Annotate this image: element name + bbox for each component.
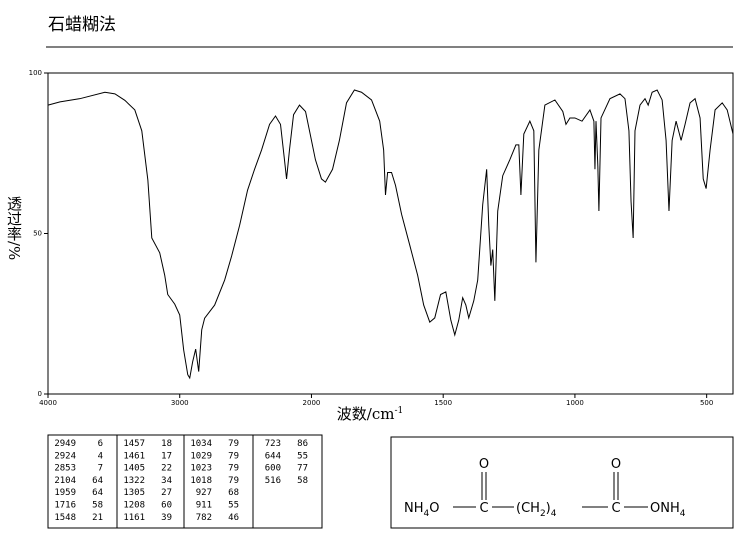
spectrum-line	[47, 89, 734, 380]
peak-transmittance: 55	[297, 451, 308, 461]
atom: C	[611, 501, 620, 516]
peak-wavenumber: 1161	[123, 513, 145, 523]
peak-transmittance: 4	[98, 451, 103, 461]
peak-transmittance: 64	[92, 488, 103, 498]
x-tick-label: 3000	[171, 399, 189, 407]
y-axis-label: 透过率/%	[5, 196, 23, 261]
structure: O O NH4O C (CH2)4 C ONH4	[404, 457, 686, 519]
chart-title: 石蜡糊法	[48, 15, 116, 35]
peak-transmittance: 68	[228, 488, 239, 498]
peak-wavenumber: 723	[265, 439, 281, 449]
atom: ONH	[650, 501, 680, 516]
peak-wavenumber: 1322	[123, 476, 145, 486]
peak-wavenumber: 911	[196, 501, 212, 511]
peak-wavenumber: 1018	[190, 476, 212, 486]
peak-transmittance: 34	[161, 476, 172, 486]
peak-wavenumber: 2853	[54, 464, 76, 474]
x-tick-label: 2000	[303, 399, 321, 407]
peak-wavenumber: 644	[265, 451, 281, 461]
peak-wavenumber: 1548	[54, 513, 76, 523]
peak-wavenumber: 1208	[123, 501, 145, 511]
y-tick-label: 50	[33, 230, 42, 238]
y-tick-label: 100	[29, 69, 42, 77]
peak-transmittance: 79	[228, 476, 239, 486]
x-tick-label: 4000	[39, 399, 57, 407]
y-tick-label: 0	[38, 390, 42, 398]
formula-part: NH4O	[404, 501, 439, 519]
peak-transmittance: 77	[297, 464, 308, 474]
peak-transmittance: 58	[92, 501, 103, 511]
peak-wavenumber: 1461	[123, 451, 145, 461]
atom: NH	[404, 501, 424, 516]
peak-transmittance: 86	[297, 439, 308, 449]
peak-wavenumber: 1305	[123, 488, 145, 498]
structure-frame	[390, 436, 734, 529]
peak-transmittance: 64	[92, 476, 103, 486]
peak-transmittance: 79	[228, 451, 239, 461]
atom: O	[429, 501, 439, 516]
peak-transmittance: 46	[228, 513, 239, 523]
peak-wavenumber: 1716	[54, 501, 76, 511]
group: (CH	[516, 501, 540, 516]
peak-wavenumber: 1034	[190, 439, 212, 449]
peak-transmittance: 27	[161, 488, 172, 498]
peak-transmittance: 55	[228, 501, 239, 511]
peak-transmittance: 18	[161, 439, 172, 449]
peak-transmittance: 6	[98, 439, 103, 449]
x-tick-label: 1500	[434, 399, 452, 407]
formula-part: ONH4	[650, 501, 686, 519]
peak-transmittance: 17	[161, 451, 172, 461]
peak-transmittance: 60	[161, 501, 172, 511]
peak-wavenumber: 1405	[123, 464, 145, 474]
peak-wavenumber: 1023	[190, 464, 212, 474]
x-axis-label-text: 波数/cm	[337, 405, 395, 423]
subscript: 4	[680, 509, 686, 519]
peak-wavenumber: 782	[196, 513, 212, 523]
plot-frame	[47, 72, 734, 395]
peak-wavenumber: 1457	[123, 439, 145, 449]
peak-table-frame	[47, 434, 323, 529]
carbonyl-o: O	[479, 457, 489, 472]
peak-wavenumber: 1029	[190, 451, 212, 461]
peak-transmittance: 39	[161, 513, 172, 523]
peak-transmittance: 7	[98, 464, 103, 474]
peak-transmittance: 21	[92, 513, 103, 523]
peak-wavenumber: 600	[265, 464, 281, 474]
peak-wavenumber: 1959	[54, 488, 76, 498]
peak-wavenumber: 516	[265, 476, 281, 486]
x-tick-label: 500	[700, 399, 713, 407]
peak-transmittance: 79	[228, 439, 239, 449]
subscript: 4	[551, 509, 557, 519]
x-axis-label: 波数/cm-1	[337, 405, 403, 423]
formula-part: (CH2)4	[516, 501, 557, 519]
peak-wavenumber: 927	[196, 488, 212, 498]
peak-wavenumber: 2949	[54, 439, 76, 449]
atom: C	[479, 501, 488, 516]
x-tick-label: 1000	[566, 399, 584, 407]
group: )	[546, 501, 551, 516]
peak-transmittance: 58	[297, 476, 308, 486]
carbonyl-o: O	[611, 457, 621, 472]
peak-transmittance: 22	[161, 464, 172, 474]
peak-wavenumber: 2924	[54, 451, 76, 461]
x-axis-label-sup: -1	[394, 406, 403, 416]
peak-wavenumber: 2104	[54, 476, 76, 486]
peak-transmittance: 79	[228, 464, 239, 474]
subscript: 2	[540, 509, 546, 519]
subscript: 4	[424, 509, 430, 519]
